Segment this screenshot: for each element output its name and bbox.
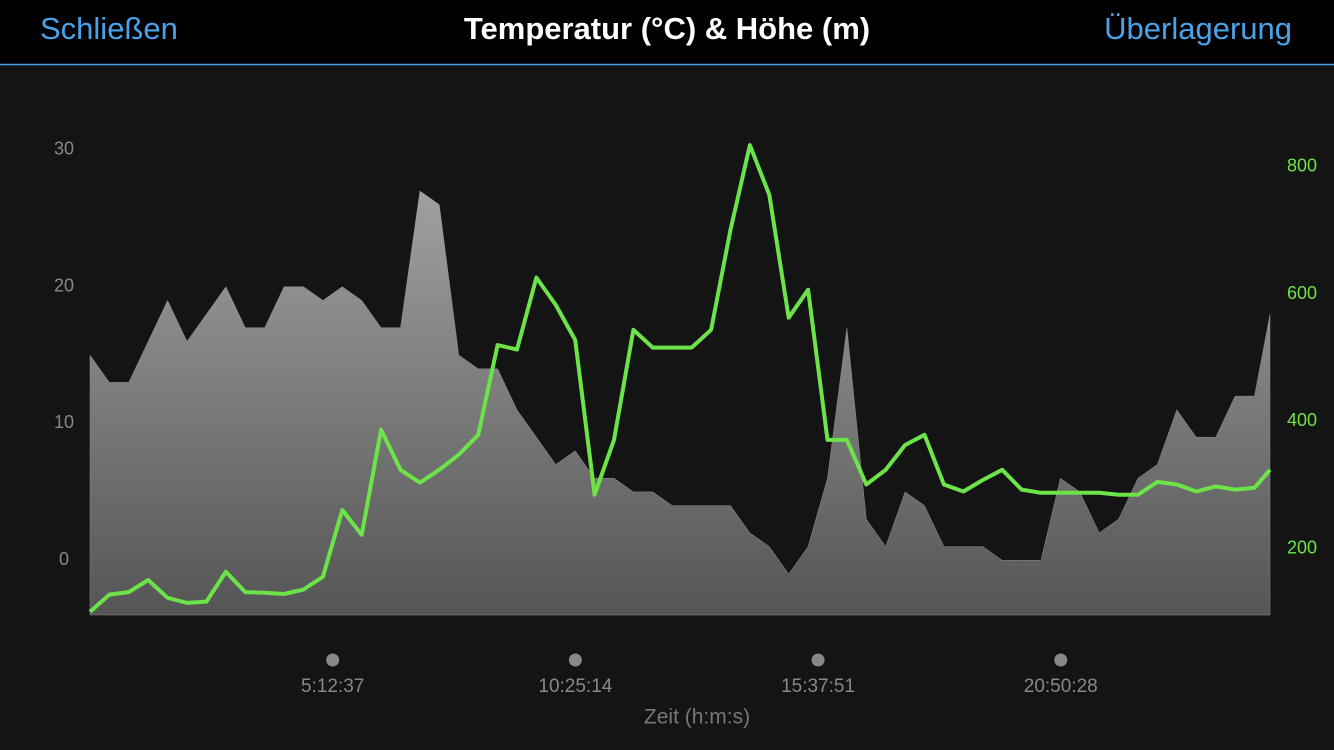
x-tick-dot [811, 653, 825, 667]
x-tick-dot [1054, 653, 1068, 667]
y-tick-label: 0 [59, 549, 69, 569]
y2-tick-label: 600 [1287, 283, 1317, 303]
y-tick-label: 30 [54, 139, 74, 159]
chart-title: Temperatur (°C) & Höhe (m) [464, 11, 870, 46]
x-tick-dot [568, 653, 582, 667]
overlay-button[interactable]: Überlagerung [1104, 11, 1292, 46]
x-tick-label: 10:25:14 [538, 676, 612, 697]
x-tick-label: 5:12:37 [301, 676, 364, 697]
y2-tick-label: 200 [1287, 538, 1317, 558]
y2-tick-label: 800 [1287, 156, 1317, 176]
altitude-line [88, 143, 1272, 614]
header-bar [0, 0, 1334, 64]
temperature-area [89, 190, 1271, 616]
x-tick-label: 20:50:28 [1024, 676, 1098, 697]
x-axis-label: Zeit (h:m:s) [644, 706, 750, 729]
x-tick-dot [326, 653, 340, 667]
x-tick-label: 15:37:51 [781, 676, 855, 697]
y2-tick-label: 400 [1287, 410, 1317, 430]
y-tick-label: 10 [54, 412, 74, 432]
y-tick-label: 20 [54, 275, 74, 295]
close-button[interactable]: Schließen [40, 11, 178, 46]
